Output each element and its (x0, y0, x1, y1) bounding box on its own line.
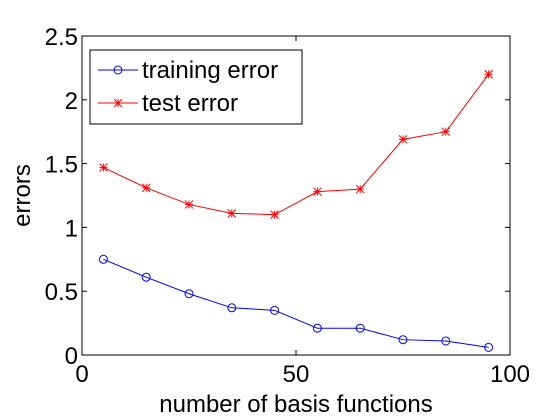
x-tick-label: 100 (490, 361, 530, 388)
data-point (184, 289, 194, 299)
data-point (270, 305, 280, 315)
y-axis-label: errors (9, 164, 36, 227)
data-point (355, 323, 365, 333)
series-line (103, 73, 490, 216)
legend-label: training error (142, 57, 278, 84)
data-point (98, 254, 108, 264)
legend-box (89, 49, 303, 125)
data-point (227, 209, 237, 218)
legend: training error test error (89, 49, 303, 125)
series-layer (98, 69, 494, 352)
data-point (398, 135, 408, 144)
y-tick-label: 2 (65, 88, 78, 115)
data-point (270, 210, 279, 219)
y-tick-label: 0 (65, 343, 78, 370)
x-tick-label: 0 (75, 361, 88, 388)
data-point (484, 342, 494, 352)
series-1 (99, 69, 493, 219)
data-point (141, 183, 151, 193)
x-tick-label: 50 (283, 361, 310, 388)
y-tick-label: 1 (65, 215, 78, 242)
legend-label: test error (142, 90, 238, 117)
data-point (398, 335, 408, 345)
legend-marker (113, 98, 123, 108)
data-point (184, 200, 194, 209)
data-point (312, 323, 322, 333)
y-tick-label: 2.5 (45, 24, 78, 51)
data-point (355, 184, 365, 194)
x-axis-label: number of basis functions (159, 391, 432, 418)
data-point (313, 187, 322, 197)
data-point (141, 272, 151, 282)
legend-marker (113, 65, 123, 75)
y-axis: 0 0.5 1 1.5 2 2.5 (45, 24, 510, 370)
data-point (441, 336, 451, 346)
series-line (103, 258, 489, 348)
data-point (227, 303, 237, 313)
data-point (484, 69, 493, 79)
x-axis: 0 50 100 (75, 36, 530, 388)
data-point (99, 163, 108, 172)
data-point (441, 127, 451, 137)
y-tick-label: 1.5 (45, 152, 78, 179)
series-0 (98, 254, 494, 352)
y-tick-label: 0.5 (45, 279, 78, 306)
